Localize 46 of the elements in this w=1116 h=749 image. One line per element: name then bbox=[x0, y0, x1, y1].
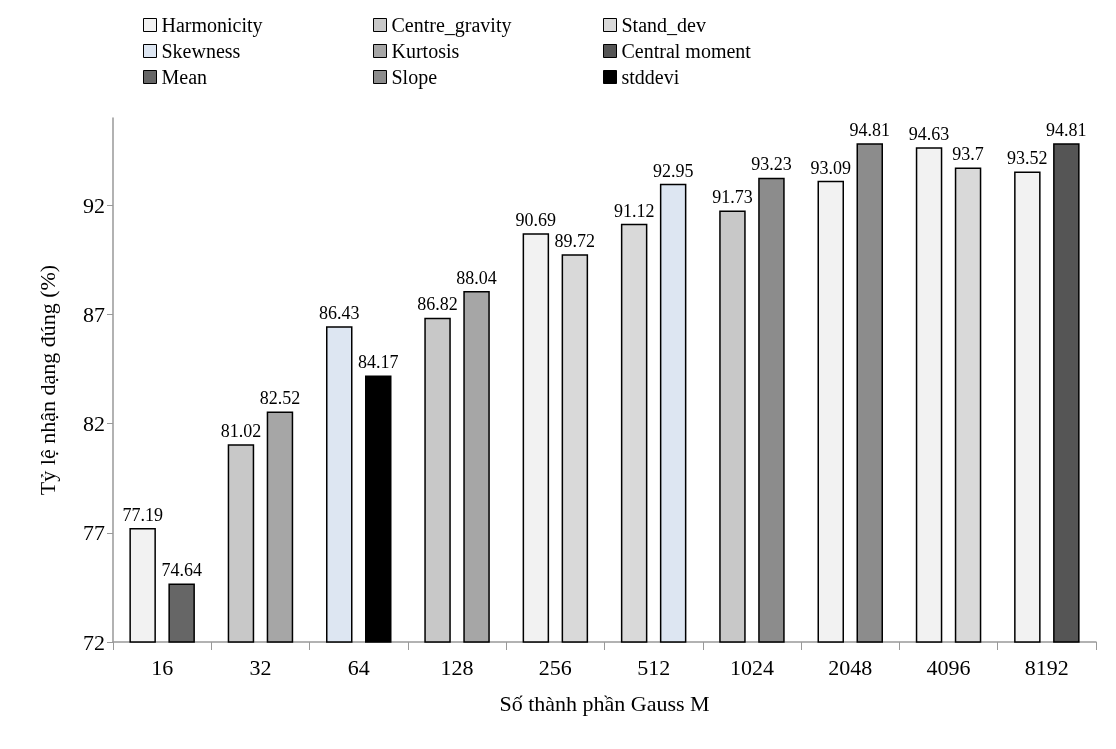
legend-label: Skewness bbox=[161, 40, 241, 62]
x-tick-label: 512 bbox=[637, 654, 671, 680]
x-tick-label: 16 bbox=[151, 654, 174, 680]
data-label: 77.19 bbox=[122, 504, 163, 525]
y-axis-title: Tỷ lệ nhận dạng đúng (%) bbox=[34, 264, 60, 496]
y-tick-label: 72 bbox=[83, 629, 105, 655]
x-tick-label: 4096 bbox=[926, 654, 971, 680]
legend-label: Stand_dev bbox=[621, 14, 706, 36]
data-label: 93.09 bbox=[810, 157, 851, 178]
data-label: 88.04 bbox=[456, 267, 497, 288]
data-label: 81.02 bbox=[220, 421, 262, 442]
data-label: 94.63 bbox=[908, 123, 950, 144]
data-label: 93.52 bbox=[1007, 148, 1048, 169]
x-tick-label: 32 bbox=[249, 654, 272, 680]
x-tick-label: 256 bbox=[538, 654, 572, 680]
data-label: 93.23 bbox=[751, 154, 792, 175]
x-tick-label: 128 bbox=[440, 654, 474, 680]
x-tick-label: 2048 bbox=[828, 654, 873, 680]
data-label: 94.81 bbox=[849, 119, 890, 140]
data-label: 91.12 bbox=[613, 200, 655, 221]
x-tick-label: 8192 bbox=[1024, 654, 1069, 680]
data-label: 90.69 bbox=[515, 209, 557, 230]
legend-label: Harmonicity bbox=[161, 14, 263, 37]
data-label: 93.7 bbox=[952, 144, 984, 165]
y-tick-label: 82 bbox=[83, 411, 105, 437]
legend-label: Slope bbox=[391, 66, 438, 89]
x-axis-title: Số thành phần Gauss M bbox=[499, 690, 710, 716]
data-label: 82.52 bbox=[259, 388, 301, 409]
data-label: 89.72 bbox=[554, 231, 596, 252]
x-tick-label: 1024 bbox=[729, 654, 774, 680]
x-tick-label: 64 bbox=[347, 654, 370, 680]
y-tick-label: 92 bbox=[83, 192, 105, 218]
data-label: 86.43 bbox=[319, 302, 360, 323]
data-label: 86.82 bbox=[417, 294, 458, 315]
legend-label: stddevi bbox=[621, 66, 680, 88]
data-label: 84.17 bbox=[358, 352, 399, 373]
data-label: 74.64 bbox=[161, 560, 202, 581]
y-tick-label: 87 bbox=[83, 302, 105, 327]
legend-label: Centre_gravity bbox=[391, 14, 512, 37]
data-label: 91.73 bbox=[712, 187, 753, 208]
legend-label: Kurtosis bbox=[391, 40, 460, 62]
data-label: 94.81 bbox=[1046, 119, 1087, 140]
legend-label: Mean bbox=[161, 66, 208, 88]
y-tick-label: 77 bbox=[83, 520, 105, 546]
data-label: 92.95 bbox=[652, 160, 694, 181]
legend-label: Central moment bbox=[621, 40, 752, 62]
